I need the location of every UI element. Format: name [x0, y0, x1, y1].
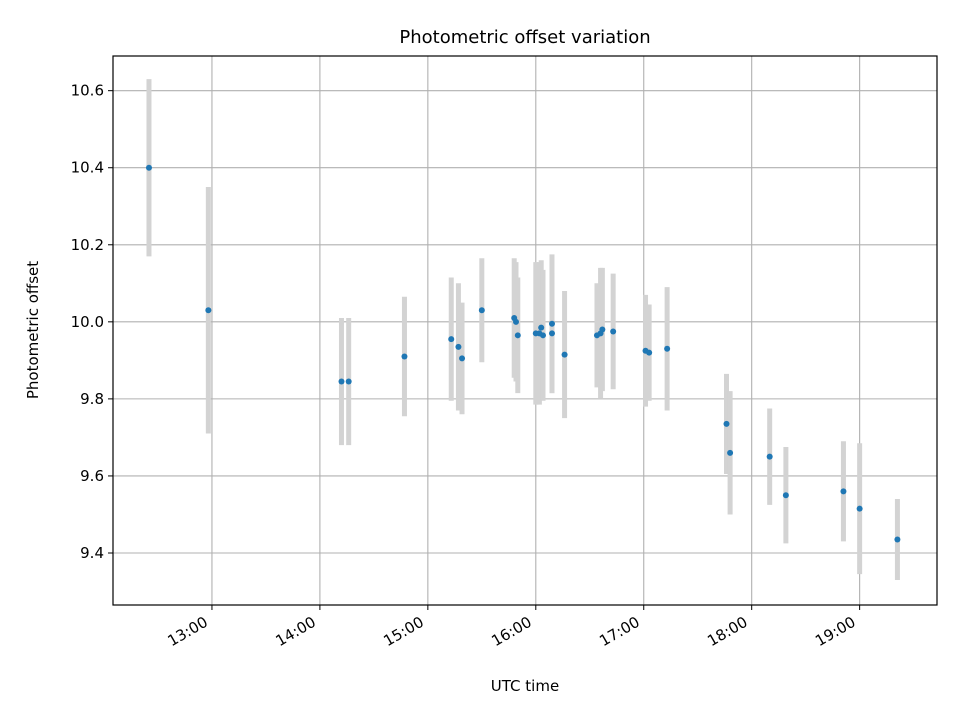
data-point [561, 351, 568, 358]
y-tick-label: 10.0 [71, 313, 104, 331]
data-point [664, 345, 671, 352]
y-tick-label: 9.4 [80, 544, 104, 562]
data-point [145, 164, 152, 171]
y-axis-label: Photometric offset [24, 261, 42, 399]
data-point [538, 324, 545, 331]
data-point [894, 536, 901, 543]
data-point [646, 349, 653, 356]
data-point [539, 332, 546, 339]
y-tick-label: 10.4 [71, 159, 104, 177]
y-axis-ticks: 9.4 9.6 9.8 10.0 10.2 10.4 10.6 [71, 82, 113, 562]
y-tick-label: 10.6 [71, 82, 104, 100]
x-axis-label: UTC time [491, 677, 559, 695]
data-point [345, 378, 352, 385]
data-point [548, 320, 555, 327]
data-point [459, 355, 466, 362]
data-point [548, 330, 555, 337]
data-points [145, 164, 901, 543]
data-point [513, 318, 520, 325]
data-point [448, 336, 455, 343]
data-point [401, 353, 408, 360]
data-point [599, 326, 606, 333]
data-point [840, 488, 847, 495]
grid [113, 56, 937, 605]
data-point [727, 449, 734, 456]
data-point [766, 453, 773, 460]
plot-frame [112, 55, 938, 606]
data-point [610, 328, 617, 335]
data-point [205, 307, 212, 314]
y-tick-label: 9.6 [80, 467, 104, 485]
y-tick-label: 9.8 [80, 390, 104, 408]
data-point [478, 307, 485, 314]
y-tick-label: 10.2 [71, 236, 104, 254]
data-point [856, 505, 863, 512]
chart-title: Photometric offset variation [399, 27, 650, 48]
data-point [338, 378, 345, 385]
data-point [782, 492, 789, 499]
data-point [723, 420, 730, 427]
data-point [455, 343, 462, 350]
data-point [514, 332, 521, 339]
